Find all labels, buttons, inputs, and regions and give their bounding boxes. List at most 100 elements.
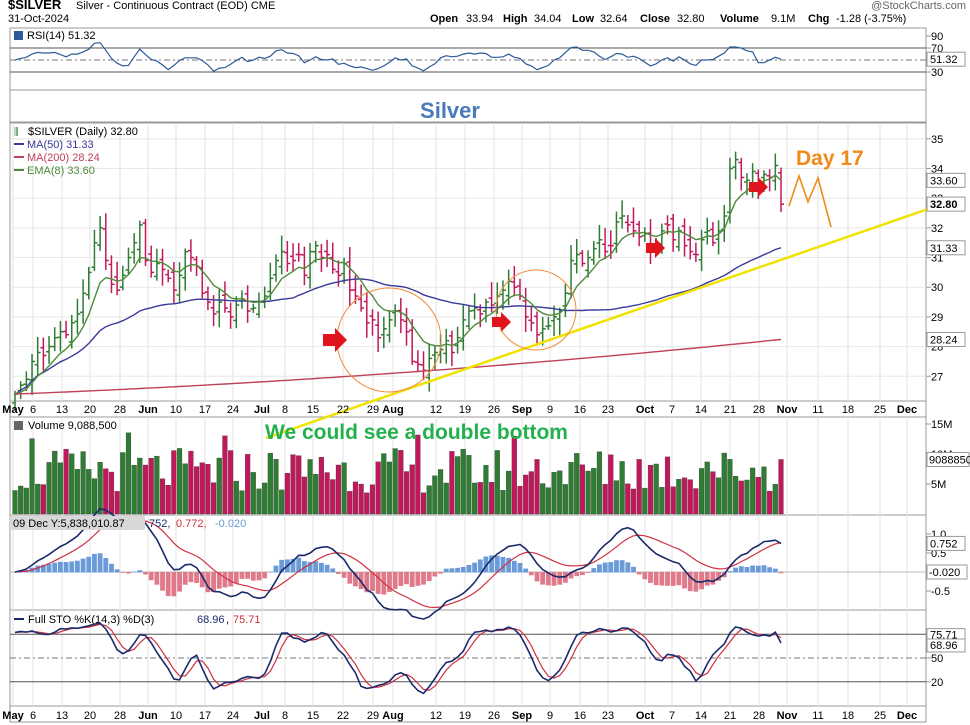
volume-bar bbox=[245, 454, 251, 515]
volume-bar bbox=[381, 453, 387, 515]
x-axis-day-label: 19 bbox=[459, 404, 471, 416]
rsi-line bbox=[14, 42, 782, 73]
arrow-icon bbox=[646, 238, 665, 258]
hist-value-tag: -0.020 bbox=[929, 567, 960, 579]
macd-histogram-bar bbox=[347, 572, 353, 584]
x-axis-day-label: 26 bbox=[488, 404, 500, 416]
macd-histogram-bar bbox=[455, 567, 460, 573]
macd-histogram-bar bbox=[676, 572, 682, 586]
macd-histogram-bar bbox=[602, 562, 608, 573]
macd-histogram-bar bbox=[370, 572, 375, 592]
x-axis-day-label: 25 bbox=[874, 710, 886, 722]
macd-histogram-bar bbox=[131, 571, 137, 573]
macd-histogram-bar bbox=[744, 567, 750, 573]
x-axis-month-label: May bbox=[2, 404, 24, 416]
volume-bar bbox=[494, 450, 500, 515]
volume-bar bbox=[211, 482, 217, 515]
macd-histogram-bar bbox=[585, 572, 591, 573]
macd-histogram-bar bbox=[574, 572, 580, 577]
sto-legend: Full STO %K(14,3) %D(3) 68.96 , 75.71 bbox=[14, 614, 261, 626]
volume-bar bbox=[659, 487, 665, 515]
macd-histogram-bar bbox=[330, 568, 336, 573]
macd-histogram-bar bbox=[182, 572, 188, 585]
x-axis-day-label: 15 bbox=[307, 710, 319, 722]
volume-tick-label: 5M bbox=[931, 479, 946, 491]
macd-histogram-bar bbox=[534, 572, 540, 582]
volume-bar bbox=[681, 477, 688, 515]
ma50-value-tag-box bbox=[926, 240, 966, 256]
macd-histogram-bar bbox=[222, 572, 228, 588]
volume-bar bbox=[489, 482, 495, 515]
rsi-value-tag-box bbox=[926, 51, 966, 67]
macd-histogram-bar bbox=[614, 560, 619, 573]
macd-histogram-bar bbox=[409, 572, 415, 588]
macd-histogram-bar bbox=[171, 572, 177, 597]
macd-histogram-bar bbox=[540, 572, 546, 585]
volume-bar bbox=[483, 465, 489, 515]
macd-legend-b: 0.772, bbox=[176, 518, 207, 530]
volume-bar bbox=[364, 492, 370, 515]
volume-bar bbox=[324, 472, 330, 515]
volume-bar bbox=[194, 466, 200, 515]
ma200-legend: MA(200) 28.24 bbox=[27, 152, 100, 164]
x-axis-day-label: 21 bbox=[724, 710, 736, 722]
macd-signal-line bbox=[14, 520, 782, 609]
volume-tick-label: 15M bbox=[931, 419, 952, 431]
x-axis-day-label: 29 bbox=[367, 404, 379, 416]
volume-bar bbox=[426, 485, 432, 515]
chg-label: Chg bbox=[808, 13, 829, 25]
macd-histogram-bar bbox=[483, 556, 489, 573]
volume-bar bbox=[301, 476, 307, 515]
volume-bar bbox=[262, 482, 268, 515]
price-legend: ⫼ $SILVER (Daily) 32.80 MA(50) 31.33 MA(… bbox=[14, 126, 138, 177]
volume-bar bbox=[114, 491, 120, 515]
x-axis-day-label: 10 bbox=[170, 710, 182, 722]
ema8-line bbox=[14, 174, 782, 395]
volume-bar bbox=[477, 482, 483, 515]
volume-bar bbox=[131, 465, 137, 515]
volume-bar bbox=[279, 489, 285, 515]
volume-bar bbox=[46, 462, 52, 515]
macd-histogram-bar bbox=[460, 566, 466, 573]
macd-histogram-bar bbox=[687, 572, 693, 592]
volume-bar bbox=[40, 484, 46, 515]
volume-bar bbox=[199, 462, 205, 515]
volume-bar bbox=[74, 469, 80, 515]
x-axis-day-label: 8 bbox=[282, 710, 288, 722]
x-axis-month-label: Sep bbox=[512, 710, 532, 722]
macd-histogram-bar bbox=[256, 572, 262, 581]
macd-histogram-bar bbox=[421, 572, 426, 585]
macd-histogram-bar bbox=[670, 572, 676, 586]
x-axis-day-label: 12 bbox=[430, 710, 442, 722]
price-tick-label: 32 bbox=[931, 223, 943, 235]
volume-label: Volume bbox=[720, 13, 759, 25]
macd-histogram-bar bbox=[148, 572, 154, 581]
macd-histogram-bar bbox=[511, 560, 517, 573]
price-legend-icon: ⫼ bbox=[14, 127, 19, 138]
price-tick-label: 29 bbox=[931, 312, 943, 324]
x-axis-day-label: 28 bbox=[753, 710, 765, 722]
price-series bbox=[12, 151, 784, 410]
volume-bar bbox=[273, 459, 279, 515]
volume-bar bbox=[693, 488, 699, 515]
sto-legend-d: 75.71 bbox=[233, 614, 261, 626]
price-legend-main: $SILVER (Daily) 32.80 bbox=[28, 126, 138, 138]
macd-legend: 09 Dec Y:5,838,010.87 .752, 0.772, -0.02… bbox=[10, 516, 246, 530]
macd-histogram-bar bbox=[267, 571, 273, 573]
double-bottom-note: We could see a double bottom bbox=[265, 421, 568, 444]
macd-histogram-bar bbox=[273, 565, 279, 573]
volume-bar bbox=[568, 462, 574, 515]
macd-histogram-bar bbox=[716, 572, 721, 581]
macd-histogram-bar bbox=[449, 568, 455, 573]
x-axis-day-label: 11 bbox=[812, 404, 823, 416]
x-axis-day-label: 10 bbox=[170, 404, 182, 416]
rsi-value-tag: 51.32 bbox=[930, 54, 958, 66]
macd-histogram-bar bbox=[472, 562, 478, 573]
macd-histogram-bar bbox=[517, 563, 523, 573]
sto-legend-k: 68.96 bbox=[197, 614, 225, 626]
volume-bar bbox=[591, 468, 597, 515]
volume-bar bbox=[664, 456, 671, 515]
x-axis-day-label: 24 bbox=[227, 404, 239, 416]
macd-histogram-bar bbox=[398, 572, 404, 586]
